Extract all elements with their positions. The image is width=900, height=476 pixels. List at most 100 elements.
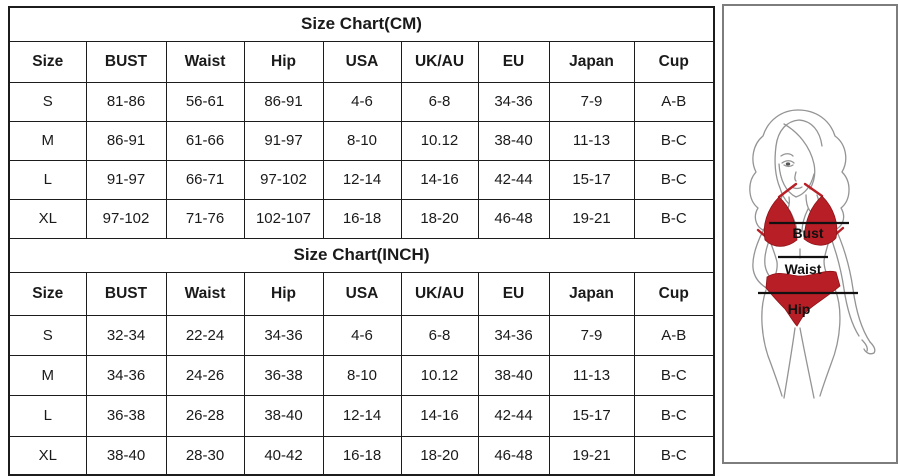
cell-size: XL (8, 198, 87, 239)
cell-usa: 12-14 (322, 159, 402, 200)
table-row-cm-m: M 86-91 61-66 91-97 8-10 10.12 38-40 11-… (8, 120, 715, 161)
woman-arms (752, 224, 876, 355)
col-header-waist: Waist (165, 271, 245, 316)
cell-ukau: 14-16 (400, 159, 479, 200)
hip-label: Hip (788, 301, 811, 317)
col-header-japan: Japan (548, 40, 635, 83)
cell-cup: B-C (633, 435, 715, 476)
table-row-inch-xl: XL 38-40 28-30 40-42 16-18 18-20 46-48 1… (8, 435, 715, 476)
table-title-inch: Size Chart(INCH) (8, 237, 715, 273)
cell-bust: 81-86 (85, 81, 167, 122)
cell-ukau: 10.12 (400, 354, 479, 396)
col-header-ukau: UK/AU (400, 271, 479, 316)
size-chart-table: Size Chart(CM) Size BUST Waist Hip USA U… (8, 6, 715, 476)
waist-label: Waist (785, 261, 822, 277)
cell-ukau: 18-20 (400, 435, 479, 476)
table-row-inch-m: M 34-36 24-26 36-38 8-10 10.12 38-40 11-… (8, 354, 715, 396)
cell-bust: 86-91 (85, 120, 167, 161)
cell-cup: A-B (633, 81, 715, 122)
col-header-cup: Cup (633, 271, 715, 316)
cell-japan: 11-13 (548, 354, 635, 396)
cell-ukau: 6-8 (400, 314, 479, 356)
woman-face (778, 153, 815, 198)
cell-waist: 66-71 (165, 159, 245, 200)
table-row-cm-s: S 81-86 56-61 86-91 4-6 6-8 34-36 7-9 A-… (8, 81, 715, 122)
cell-bust: 32-34 (85, 314, 167, 356)
cell-waist: 71-76 (165, 198, 245, 239)
cell-cup: B-C (633, 120, 715, 161)
cell-size: S (8, 314, 87, 356)
cell-japan: 11-13 (548, 120, 635, 161)
cell-japan: 7-9 (548, 81, 635, 122)
col-header-eu: EU (477, 40, 550, 83)
cell-usa: 4-6 (322, 81, 402, 122)
bikini-bottom (765, 270, 841, 327)
cell-hip: 102-107 (243, 198, 324, 239)
col-header-bust: BUST (85, 271, 167, 316)
cell-eu: 34-36 (477, 314, 550, 356)
cell-size: L (8, 159, 87, 200)
table-title-row-inch: Size Chart(INCH) (8, 237, 715, 273)
cell-waist: 56-61 (165, 81, 245, 122)
col-header-ukau: UK/AU (400, 40, 479, 83)
col-header-size: Size (8, 271, 87, 316)
cell-ukau: 10.12 (400, 120, 479, 161)
col-header-cup: Cup (633, 40, 715, 83)
cell-hip: 97-102 (243, 159, 324, 200)
cell-japan: 19-21 (548, 198, 635, 239)
size-figure-illustration: Bust Waist Hip (749, 109, 876, 399)
cell-ukau: 18-20 (400, 198, 479, 239)
cell-japan: 15-17 (548, 394, 635, 437)
cell-bust: 34-36 (85, 354, 167, 396)
table-row-inch-l: L 36-38 26-28 38-40 12-14 14-16 42-44 15… (8, 394, 715, 437)
table-title-row-cm: Size Chart(CM) (8, 6, 715, 42)
cell-eu: 42-44 (477, 394, 550, 437)
cell-size: S (8, 81, 87, 122)
cell-eu: 34-36 (477, 81, 550, 122)
header-row-cm: Size BUST Waist Hip USA UK/AU EU Japan C… (8, 40, 715, 83)
cell-waist: 28-30 (165, 435, 245, 476)
cell-usa: 8-10 (322, 120, 402, 161)
cell-hip: 38-40 (243, 394, 324, 437)
bikini-top (756, 182, 845, 247)
cell-size: L (8, 394, 87, 437)
cell-hip: 91-97 (243, 120, 324, 161)
table-row-cm-l: L 91-97 66-71 97-102 12-14 14-16 42-44 1… (8, 159, 715, 200)
woman-legs (761, 288, 841, 399)
cell-waist: 61-66 (165, 120, 245, 161)
cell-ukau: 14-16 (400, 394, 479, 437)
cell-cup: A-B (633, 314, 715, 356)
cell-waist: 22-24 (165, 314, 245, 356)
col-header-bust: BUST (85, 40, 167, 83)
cell-usa: 4-6 (322, 314, 402, 356)
cell-waist: 24-26 (165, 354, 245, 396)
col-header-eu: EU (477, 271, 550, 316)
cell-bust: 36-38 (85, 394, 167, 437)
measurement-figure-panel: Bust Waist Hip (722, 4, 898, 464)
cell-hip: 86-91 (243, 81, 324, 122)
col-header-usa: USA (322, 271, 402, 316)
cell-bust: 91-97 (85, 159, 167, 200)
cell-cup: B-C (633, 159, 715, 200)
cell-japan: 19-21 (548, 435, 635, 476)
col-header-japan: Japan (548, 271, 635, 316)
cell-cup: B-C (633, 394, 715, 437)
cell-japan: 7-9 (548, 314, 635, 356)
col-header-usa: USA (322, 40, 402, 83)
table-row-cm-xl: XL 97-102 71-76 102-107 16-18 18-20 46-4… (8, 198, 715, 239)
cell-ukau: 6-8 (400, 81, 479, 122)
col-header-hip: Hip (243, 40, 324, 83)
bust-label: Bust (792, 225, 823, 241)
cell-size: M (8, 354, 87, 396)
cell-size: M (8, 120, 87, 161)
cell-usa: 16-18 (322, 435, 402, 476)
cell-eu: 46-48 (477, 198, 550, 239)
cell-hip: 36-38 (243, 354, 324, 396)
cell-usa: 16-18 (322, 198, 402, 239)
col-header-size: Size (8, 40, 87, 83)
col-header-hip: Hip (243, 271, 324, 316)
cell-cup: B-C (633, 198, 715, 239)
cell-eu: 46-48 (477, 435, 550, 476)
cell-japan: 15-17 (548, 159, 635, 200)
cell-cup: B-C (633, 354, 715, 396)
